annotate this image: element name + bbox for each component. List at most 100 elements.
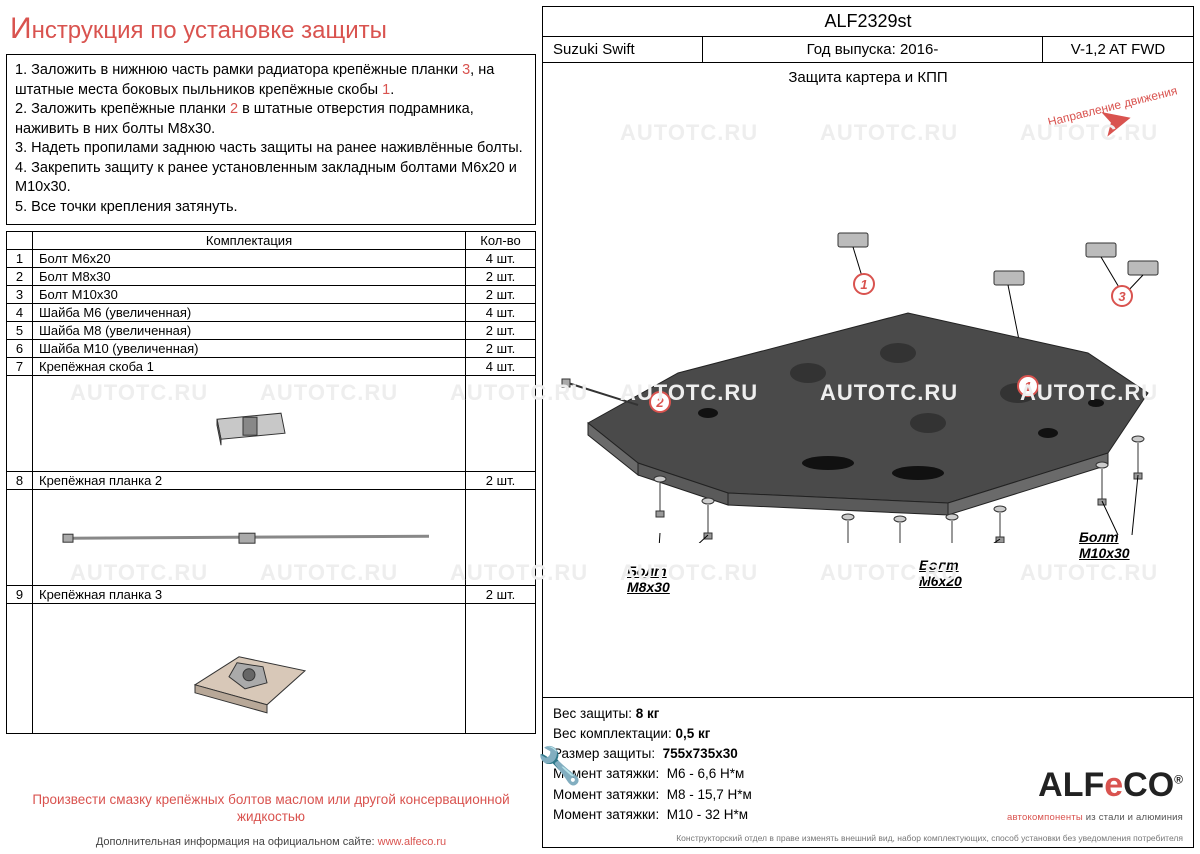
fine-print: Конструкторский отдел в праве изменять в… [543, 831, 1193, 847]
parts-table: Комплектация Кол-во 1 Болт М6х20 4 шт.2 … [6, 231, 536, 734]
table-row-image [7, 603, 536, 733]
brand-tagline: автокомпоненты из стали и алюминия [963, 811, 1183, 825]
part-qty: 4 шт. [466, 303, 536, 321]
title-lead: И [10, 12, 32, 45]
spec-line: Момент затяжки: М6 - 6,6 Н*м [553, 764, 963, 784]
callout-1: 1 [853, 273, 875, 295]
diagram-title: Защита картера и КПП [543, 63, 1193, 92]
table-row-image [7, 489, 536, 585]
part-img-qty [466, 375, 536, 471]
bolt-label: БолтМ8х30 [627, 563, 670, 595]
part-qty: 2 шт. [466, 339, 536, 357]
logo-reg: ® [1174, 772, 1183, 786]
part-name: Болт М6х20 [33, 249, 466, 267]
footer-link-line: Дополнительная информация на официальном… [6, 836, 536, 848]
col-name: Комплектация [33, 231, 466, 249]
table-row: 1 Болт М6х20 4 шт. [7, 249, 536, 267]
part-num: 8 [7, 471, 33, 489]
vehicle-variant: V-1,2 AT FWD [1043, 37, 1193, 62]
callout-1: 1 [1017, 375, 1039, 397]
website-link[interactable]: www.alfeco.ru [378, 836, 446, 848]
part-num: 7 [7, 357, 33, 375]
table-row: 9 Крепёжная планка 3 2 шт. [7, 585, 536, 603]
specs-list: Вес защиты: 8 кгВес комплектации: 0,5 кг… [553, 704, 963, 826]
part-qty: 2 шт. [466, 585, 536, 603]
part-num: 9 [7, 585, 33, 603]
part-num: 6 [7, 339, 33, 357]
logo-text-1: ALF [1038, 766, 1104, 804]
product-code: ALF2329st [543, 7, 1193, 37]
table-row-image [7, 375, 536, 471]
part-name: Крепёжная планка 3 [33, 585, 466, 603]
part-img-num [7, 603, 33, 733]
part-qty: 2 шт. [466, 471, 536, 489]
part-img-num [7, 375, 33, 471]
title-rest: нструкция по установке защиты [32, 17, 387, 44]
brand-logo-area: ALFeCO® автокомпоненты из стали и алюмин… [963, 760, 1183, 825]
table-row: 6 Шайба М10 (увеличенная) 2 шт. [7, 339, 536, 357]
part-qty: 2 шт. [466, 321, 536, 339]
part-qty: 2 шт. [466, 285, 536, 303]
left-column: Инструкция по установке защиты 1. Заложи… [6, 6, 536, 848]
skid-plate-diagram [543, 123, 1193, 543]
part-num: 4 [7, 303, 33, 321]
part-name: Болт М10х30 [33, 285, 466, 303]
table-row: 4 Шайба М6 (увеличенная) 4 шт. [7, 303, 536, 321]
spec-line: Вес комплектации: 0,5 кг [553, 724, 963, 744]
table-row: 2 Болт М8х30 2 шт. [7, 267, 536, 285]
part-illustration [33, 489, 466, 585]
table-row: 8 Крепёжная планка 2 2 шт. [7, 471, 536, 489]
logo-text-e: e [1104, 766, 1123, 804]
part-name: Шайба М10 (увеличенная) [33, 339, 466, 357]
spec-line: Момент затяжки: М10 - 32 Н*м [553, 805, 963, 825]
nut-plate-icon [174, 631, 324, 721]
table-row: 5 Шайба М8 (увеличенная) 2 шт. [7, 321, 536, 339]
table-row: 7 Крепёжная скоба 1 4 шт. [7, 357, 536, 375]
part-name: Крепёжная скоба 1 [33, 357, 466, 375]
part-num: 5 [7, 321, 33, 339]
col-qty: Кол-во [466, 231, 536, 249]
bolt-label: БолтМ6х20 [919, 557, 962, 589]
col-num [7, 231, 33, 249]
part-num: 3 [7, 285, 33, 303]
part-qty: 4 шт. [466, 249, 536, 267]
callout-3: 3 [1111, 285, 1133, 307]
part-img-qty [466, 603, 536, 733]
rod-icon [59, 526, 439, 550]
specs-block: 🔧 Вес защиты: 8 кгВес комплектации: 0,5 … [543, 697, 1193, 832]
page-title: Инструкция по установке защиты [6, 6, 536, 48]
right-column: ALF2329st Suzuki Swift Год выпуска: 2016… [542, 6, 1194, 848]
part-img-num [7, 489, 33, 585]
tagline-rest: из стали и алюминия [1083, 812, 1183, 823]
parts-header-row: Комплектация Кол-во [7, 231, 536, 249]
part-name: Шайба М6 (увеличенная) [33, 303, 466, 321]
part-illustration [33, 375, 466, 471]
vehicle-header: Suzuki Swift Год выпуска: 2016- V-1,2 AT… [543, 37, 1193, 63]
logo-text-2: CO [1123, 766, 1174, 804]
part-img-qty [466, 489, 536, 585]
part-qty: 2 шт. [466, 267, 536, 285]
part-num: 1 [7, 249, 33, 267]
spec-line: Момент затяжки: М8 - 15,7 Н*м [553, 785, 963, 805]
instructions-box: 1. Заложить в нижнюю часть рамки радиато… [6, 54, 536, 225]
vehicle-year: Год выпуска: 2016- [703, 37, 1043, 62]
clip-bracket-icon [194, 400, 304, 454]
diagram-area: Защита картера и КПП Направление движени… [543, 63, 1193, 697]
spec-line: Вес защиты: 8 кг [553, 704, 963, 724]
bolt-label: БолтМ10х30 [1079, 529, 1130, 561]
page: Инструкция по установке защиты 1. Заложи… [0, 0, 1200, 854]
part-name: Крепёжная планка 2 [33, 471, 466, 489]
part-qty: 4 шт. [466, 357, 536, 375]
vehicle-name: Suzuki Swift [543, 37, 703, 62]
footer-link-prefix: Дополнительная информация на официальном… [96, 836, 378, 848]
table-row: 3 Болт М10х30 2 шт. [7, 285, 536, 303]
lubrication-note: Произвести смазку крепёжных болтов масло… [6, 787, 536, 830]
parts-body: 1 Болт М6х20 4 шт.2 Болт М8х30 2 шт.3 Бо… [7, 249, 536, 733]
part-illustration [33, 603, 466, 733]
tagline-red: автокомпоненты [1007, 812, 1083, 823]
brand-logo: ALFeCO® [963, 760, 1183, 811]
callout-2: 2 [649, 391, 671, 413]
spec-line: Размер защиты: 755х735х30 [553, 744, 963, 764]
wrench-icon: 🔧 [537, 739, 582, 793]
part-num: 2 [7, 267, 33, 285]
